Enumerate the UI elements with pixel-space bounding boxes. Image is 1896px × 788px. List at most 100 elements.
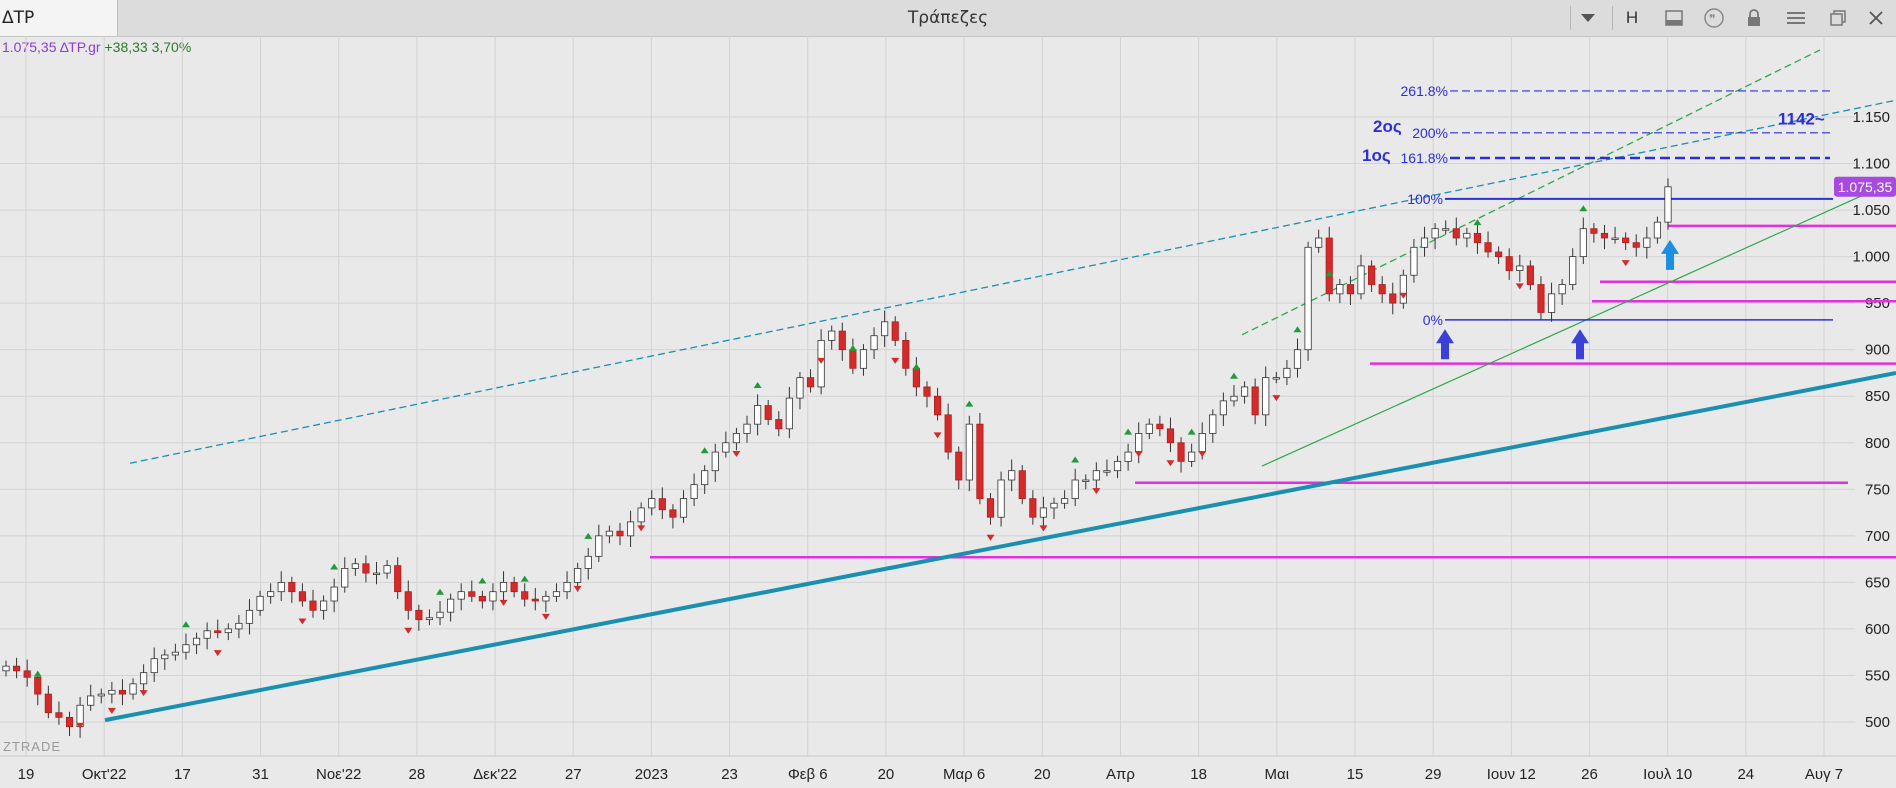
- down-candle: [912, 367, 920, 388]
- swing-high-marker: [520, 575, 529, 582]
- lock-icon[interactable]: [1734, 0, 1774, 36]
- h-button[interactable]: H: [1625, 8, 1639, 27]
- swing-high-marker: [33, 670, 42, 677]
- swing-high-marker: [181, 621, 190, 628]
- swing-high-marker: [1293, 326, 1302, 333]
- swing-low-marker: [933, 432, 942, 439]
- date-tick-label: Οκτ'22: [82, 766, 127, 783]
- swing-high-marker: [848, 344, 857, 351]
- up-candle: [1008, 470, 1016, 481]
- up-candle: [1230, 395, 1238, 402]
- down-candle: [521, 591, 529, 600]
- down-candle: [1600, 232, 1609, 239]
- svg-text:❞: ❞: [1709, 12, 1715, 26]
- up-candle: [870, 335, 878, 351]
- price-tick-label: 600: [1865, 621, 1890, 638]
- down-candle: [1166, 428, 1175, 444]
- date-tick-label: Δεκ'22: [473, 766, 517, 783]
- down-candle: [1484, 242, 1492, 253]
- symbol-tab[interactable]: ΔΤΡ: [0, 0, 118, 36]
- swing-high-marker: [753, 382, 762, 389]
- quote-icon[interactable]: ❞: [1694, 0, 1734, 36]
- up-candle: [182, 644, 190, 653]
- down-candle: [891, 321, 899, 341]
- swing-low-marker: [1039, 525, 1048, 532]
- down-candle: [362, 563, 370, 574]
- down-candle: [933, 395, 942, 416]
- down-candle: [1632, 242, 1640, 248]
- restore-icon[interactable]: [1818, 0, 1858, 36]
- buy-arrow-icon: [1571, 329, 1589, 360]
- down-candle: [1378, 284, 1386, 295]
- swing-low-marker: [107, 707, 116, 714]
- swing-low-marker: [298, 618, 307, 625]
- up-candle: [563, 581, 571, 593]
- down-candle: [1156, 423, 1164, 430]
- up-candle: [1113, 460, 1122, 472]
- swing-low-marker: [891, 357, 900, 364]
- down-candle: [658, 498, 666, 511]
- swing-low-marker: [1134, 450, 1143, 457]
- fib-level-label: 161.8%: [1401, 150, 1448, 166]
- watermark-logo: ZTRADE: [3, 739, 61, 754]
- up-candle: [1442, 228, 1450, 231]
- up-candle: [1145, 423, 1153, 434]
- date-tick-label: Μαι: [1265, 766, 1290, 783]
- up-candle: [1092, 470, 1100, 481]
- up-candle: [499, 581, 508, 593]
- swing-high-marker: [1124, 428, 1133, 435]
- close-icon[interactable]: [1856, 0, 1896, 36]
- up-candle: [859, 349, 868, 369]
- down-candle: [288, 581, 296, 593]
- up-candle: [330, 586, 338, 602]
- swing-low-marker: [1621, 260, 1630, 267]
- date-tick-label: 29: [1425, 766, 1442, 783]
- menu-icon[interactable]: [1776, 0, 1816, 36]
- layout-icon[interactable]: [1654, 0, 1694, 36]
- up-candle: [140, 672, 148, 685]
- swing-high-marker: [1325, 270, 1334, 277]
- down-candle: [298, 591, 306, 602]
- swing-high-marker: [965, 400, 974, 407]
- date-tick-label: Ιουν 12: [1487, 766, 1536, 783]
- chevron-down-icon[interactable]: [1568, 0, 1608, 36]
- up-candle: [1431, 228, 1439, 239]
- up-candle: [679, 498, 688, 518]
- ticker-change: +38,33 3,70%: [104, 39, 192, 55]
- up-candle: [1240, 386, 1249, 397]
- up-candle: [457, 591, 465, 600]
- up-candle: [372, 572, 381, 575]
- up-candle: [754, 405, 762, 425]
- price-chart[interactable]: 1.150 1.100 1.050 1.000 950 900 850 800 750 700 65…: [0, 36, 1896, 788]
- swing-low-marker: [404, 627, 413, 634]
- down-candle: [849, 349, 857, 369]
- up-candle: [203, 630, 211, 639]
- swing-low-marker: [541, 613, 550, 620]
- down-candle: [1368, 265, 1376, 285]
- up-candle: [1082, 479, 1090, 482]
- fib-level-label: 200%: [1412, 125, 1448, 141]
- up-candle: [1410, 246, 1418, 276]
- down-candle: [1018, 470, 1026, 500]
- price-tick-label: 700: [1865, 528, 1890, 545]
- down-candle: [55, 712, 63, 718]
- price-tick-label: 950: [1865, 295, 1890, 312]
- down-candle: [1473, 232, 1482, 244]
- down-candle: [1526, 265, 1534, 285]
- up-candle: [690, 484, 698, 500]
- up-candle: [320, 600, 328, 611]
- down-candle: [1622, 237, 1630, 244]
- down-candle: [944, 414, 952, 453]
- up-candle: [1188, 451, 1196, 462]
- date-tick-label: Νοε'22: [316, 766, 361, 783]
- down-candle: [468, 591, 476, 597]
- up-candle: [1293, 349, 1302, 369]
- up-candle: [626, 521, 635, 537]
- down-candle: [775, 419, 783, 430]
- up-candle: [1357, 265, 1365, 295]
- down-candle: [1452, 228, 1460, 239]
- up-candle: [796, 377, 804, 399]
- down-candle: [1590, 228, 1598, 234]
- up-candle: [129, 683, 137, 695]
- down-candle: [404, 591, 412, 611]
